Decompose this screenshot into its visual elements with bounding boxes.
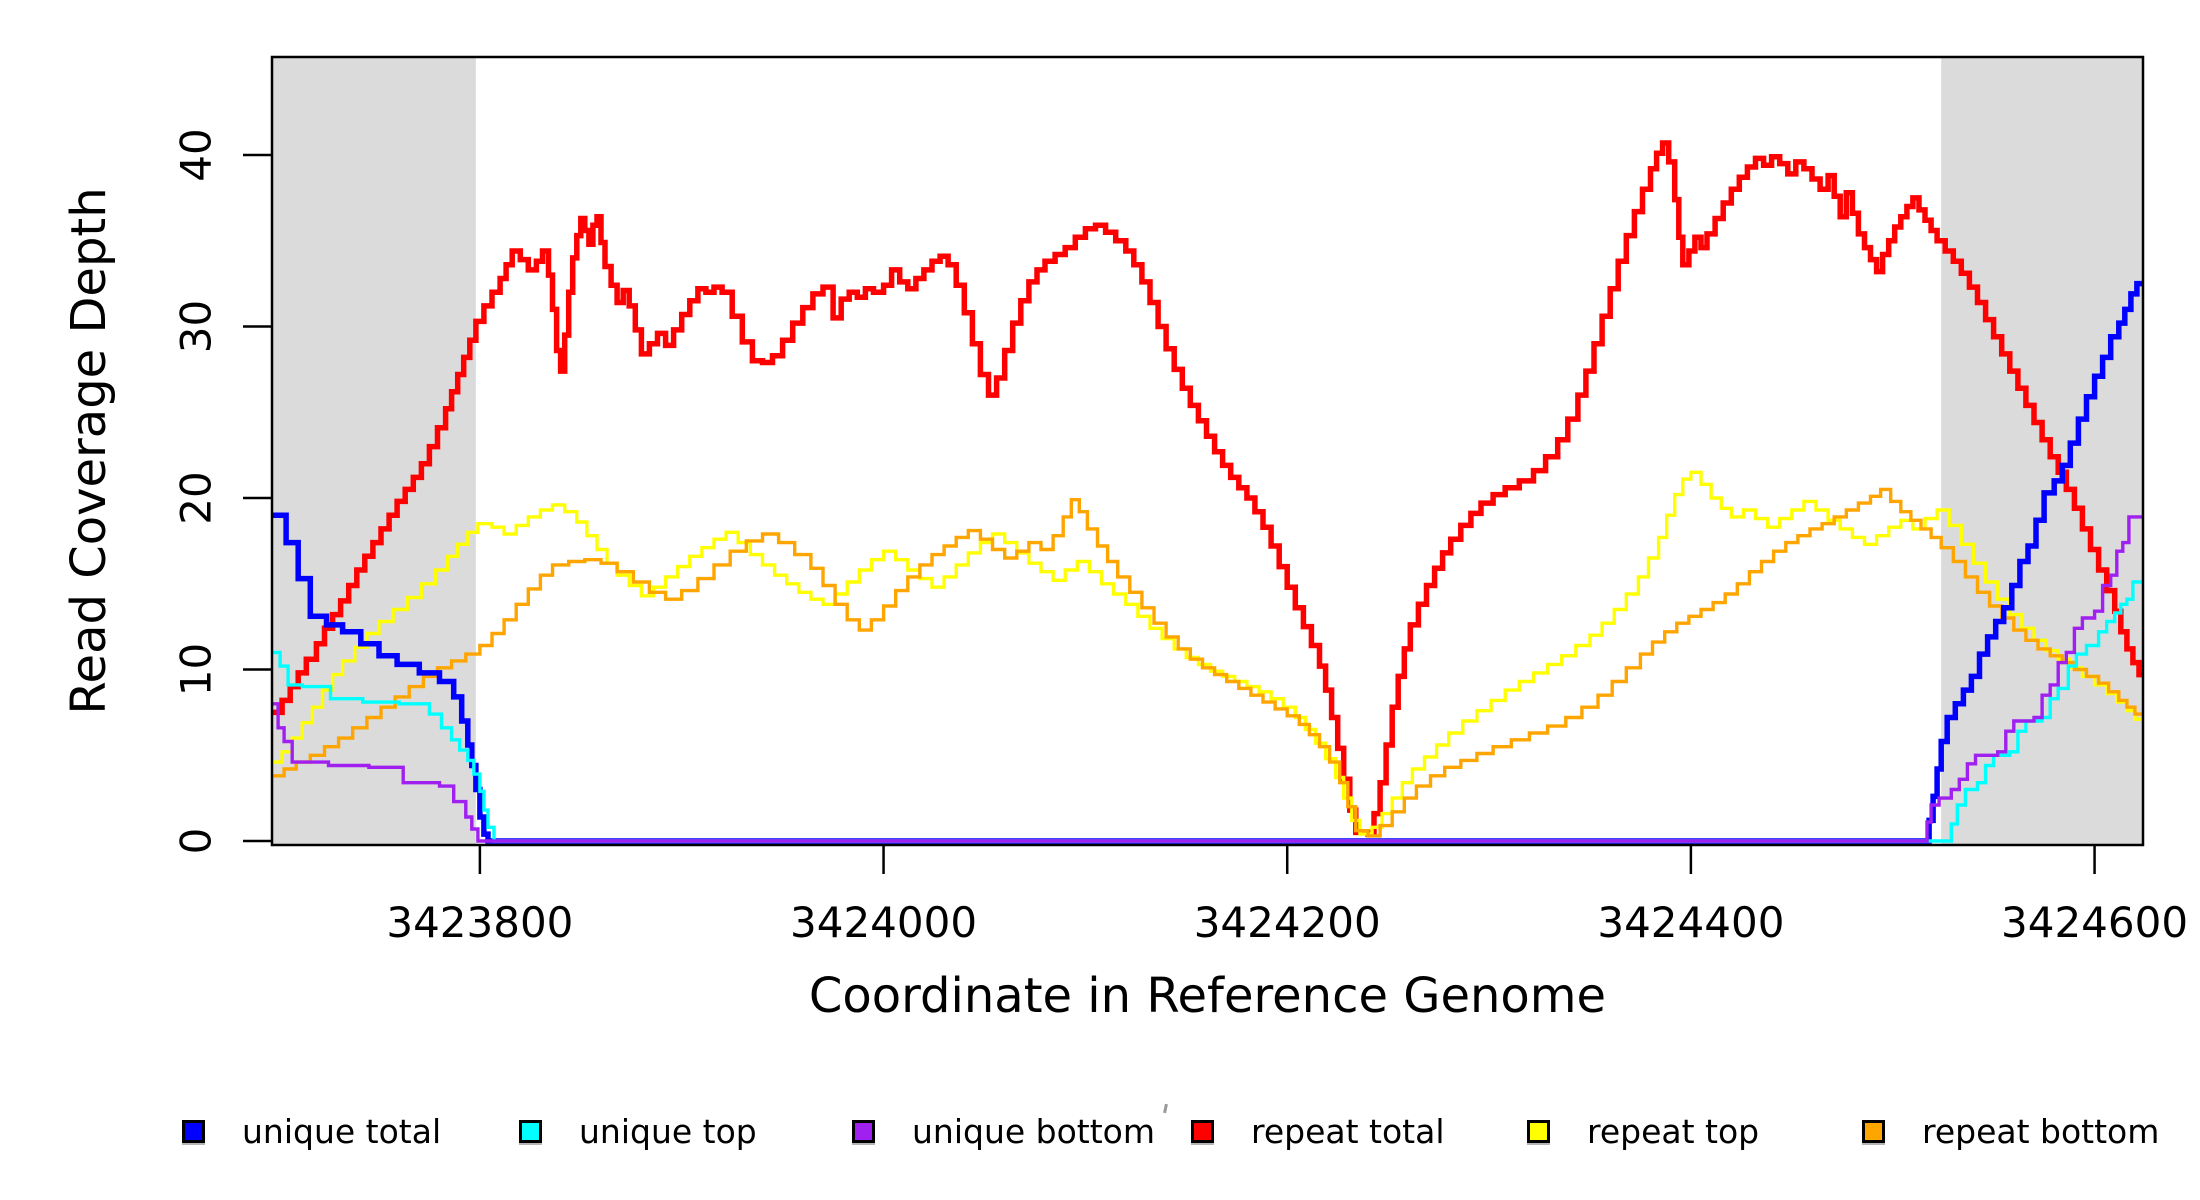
y-tick-label: 10 bbox=[172, 643, 221, 696]
x-axis-title: Coordinate in Reference Genome bbox=[809, 968, 1606, 1024]
legend-item-repeat-top: repeat top bbox=[1527, 1112, 1759, 1151]
y-tick-label: 40 bbox=[172, 128, 221, 181]
shaded-region-right-flank bbox=[1941, 57, 2143, 845]
stray-mark bbox=[1163, 1103, 1168, 1114]
series-line-repeat-top bbox=[272, 470, 2143, 836]
series-group bbox=[272, 140, 2143, 844]
legend-swatch-unique-total bbox=[182, 1119, 205, 1143]
series-line-repeat-total bbox=[272, 140, 2143, 837]
series-line-repeat-bottom bbox=[272, 487, 2143, 838]
x-tick-label: 3423800 bbox=[386, 898, 573, 947]
y-axis-title: Read Coverage Depth bbox=[61, 187, 117, 714]
x-tick-label: 3424600 bbox=[2001, 898, 2188, 947]
legend-label-repeat-top: repeat top bbox=[1587, 1111, 1760, 1151]
legend-label-repeat-bottom: repeat bottom bbox=[1922, 1111, 2160, 1151]
legend-item-unique-top: unique top bbox=[519, 1112, 757, 1151]
legend-label-unique-total: unique total bbox=[242, 1111, 442, 1151]
legend-swatch-unique-top bbox=[519, 1119, 542, 1143]
y-tick-label: 30 bbox=[172, 300, 221, 353]
plot-box bbox=[270, 55, 2145, 847]
legend-item-repeat-bottom: repeat bottom bbox=[1862, 1112, 2159, 1151]
legend-swatch-repeat-bottom bbox=[1862, 1119, 1885, 1143]
legend-swatch-unique-bottom bbox=[852, 1119, 875, 1143]
legend-item-repeat-total: repeat total bbox=[1191, 1112, 1445, 1151]
legend-item-unique-bottom: unique bottom bbox=[852, 1112, 1155, 1151]
x-tick-label: 3424000 bbox=[790, 898, 977, 947]
x-tick-label: 3424400 bbox=[1597, 898, 1784, 947]
coverage-chart: 3423800 3424000 3424200 3424400 3424600 0 10 20… bbox=[61, 55, 2188, 1024]
legend-label-unique-top: unique top bbox=[579, 1111, 757, 1151]
series-line-unique-top bbox=[272, 580, 2143, 843]
legend-item-unique-total: unique total bbox=[182, 1112, 441, 1151]
legend-swatch-repeat-total bbox=[1191, 1119, 1214, 1143]
x-tick-label: 3424200 bbox=[1194, 898, 1381, 947]
y-tick-label: 0 bbox=[172, 828, 221, 855]
series-line-unique-total bbox=[272, 280, 2143, 844]
series-line-unique-bottom bbox=[272, 515, 2143, 843]
y-tick-label: 20 bbox=[172, 471, 221, 524]
legend-label-repeat-total: repeat total bbox=[1251, 1111, 1445, 1151]
legend-label-unique-bottom: unique bottom bbox=[912, 1111, 1156, 1151]
legend-swatch-repeat-top bbox=[1527, 1119, 1550, 1143]
